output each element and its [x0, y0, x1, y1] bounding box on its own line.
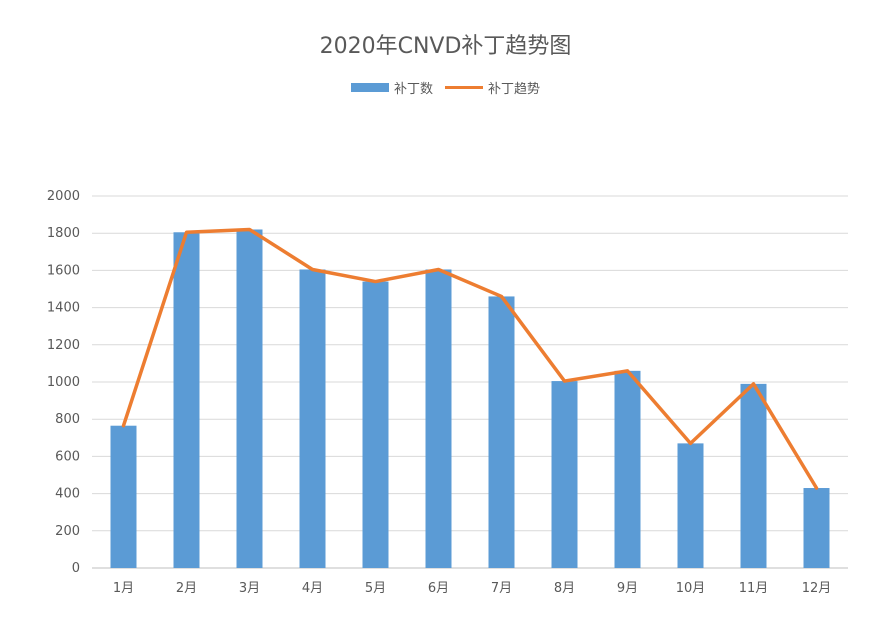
x-tick-label: 1月: [113, 581, 134, 596]
y-tick-label: 1800: [47, 226, 80, 241]
bar: [425, 269, 452, 568]
trend-line: [121, 227, 819, 490]
bar: [677, 443, 704, 568]
y-tick-label: 0: [72, 561, 80, 576]
x-tick-label: 3月: [239, 581, 260, 596]
bar: [362, 281, 389, 568]
legend-swatch-bar: [350, 83, 389, 92]
x-tick-label: 7月: [491, 581, 512, 596]
x-tick-label: 11月: [739, 581, 769, 596]
x-tick-label: 4月: [302, 581, 323, 596]
chart-title: 2020年CNVD补丁趋势图: [319, 34, 572, 59]
bar: [299, 269, 326, 568]
x-tick-label: 9月: [617, 581, 638, 596]
bar: [614, 370, 641, 568]
y-tick-label: 1600: [47, 263, 80, 278]
legend-swatch-line: [445, 86, 483, 89]
legend: 补丁数 补丁趋势: [0, 78, 891, 97]
x-tick-label: 12月: [802, 581, 832, 596]
x-tick-label: 6月: [428, 581, 449, 596]
y-tick-label: 200: [55, 524, 80, 539]
y-tick-label: 800: [55, 412, 80, 427]
y-tick-label: 1400: [47, 301, 80, 316]
bar: [803, 488, 830, 568]
x-tick-label: 2月: [176, 581, 197, 596]
x-tick-label: 8月: [554, 581, 575, 596]
bar: [236, 229, 263, 569]
y-tick-label: 400: [55, 487, 80, 502]
x-tick-label: 5月: [365, 581, 386, 596]
y-tick-label: 2000: [47, 189, 80, 204]
legend-item-bar: 补丁数: [350, 78, 433, 97]
legend-label-line: 补丁趋势: [488, 82, 541, 97]
y-tick-label: 1000: [47, 375, 80, 390]
legend-item-line: 补丁趋势: [445, 78, 540, 97]
bar: [488, 296, 515, 568]
bar: [110, 425, 137, 568]
y-tick-label: 600: [55, 449, 80, 464]
bar: [740, 383, 767, 568]
x-tick-label: 10月: [676, 581, 706, 596]
legend-label-bar: 补丁数: [393, 82, 433, 97]
bar: [173, 232, 200, 568]
y-tick-label: 1200: [47, 338, 80, 353]
bar: [551, 381, 578, 568]
